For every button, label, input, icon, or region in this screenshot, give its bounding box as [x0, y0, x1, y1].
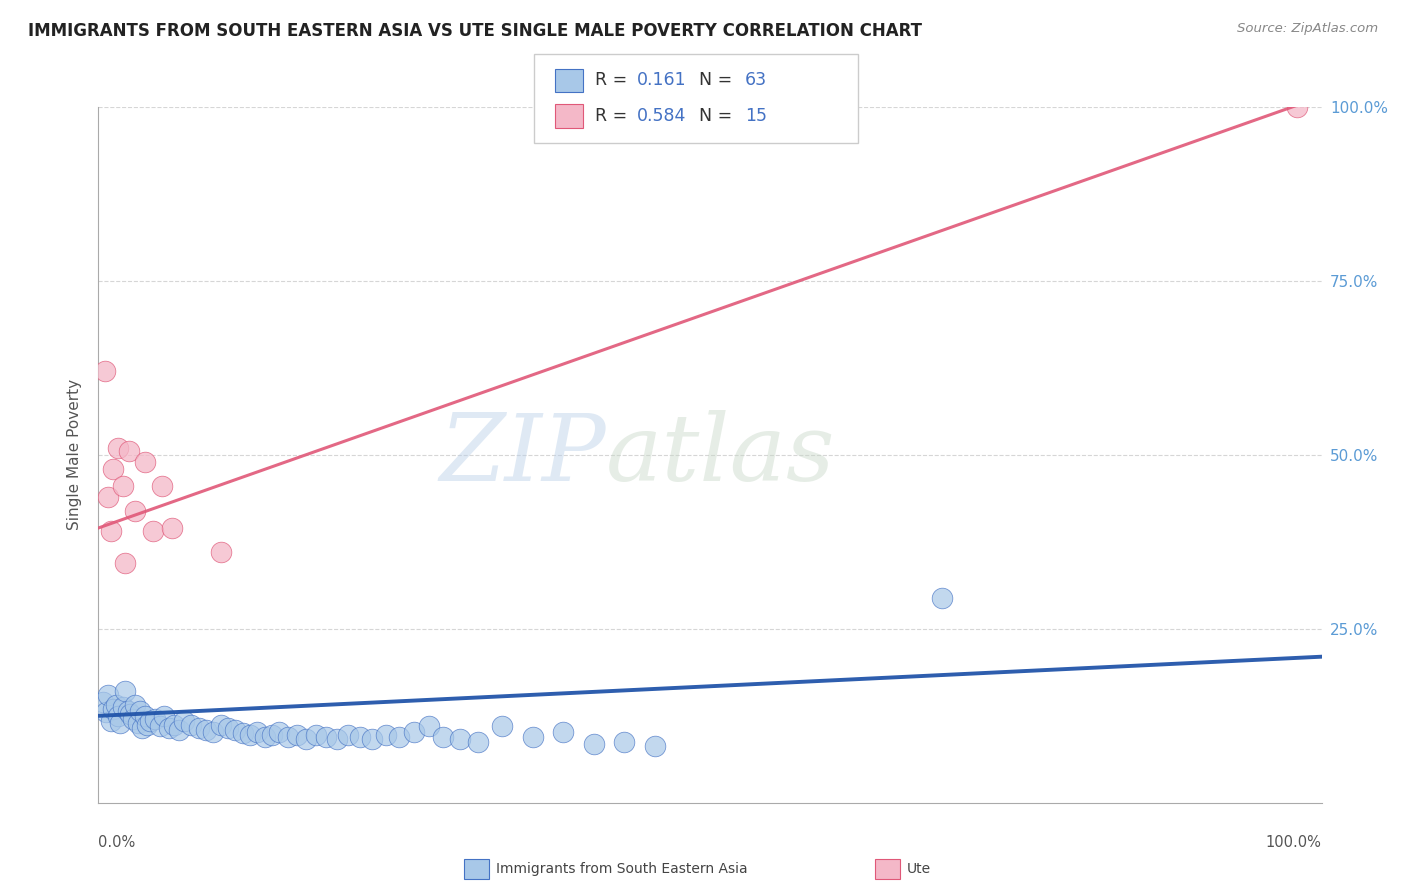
Text: N =: N =	[688, 107, 737, 125]
Point	[134, 455, 156, 469]
Point	[124, 698, 146, 713]
Point	[295, 731, 318, 746]
Point	[432, 730, 454, 744]
Point	[118, 444, 141, 458]
Point	[111, 479, 134, 493]
Point	[153, 708, 176, 723]
Point	[110, 715, 132, 730]
Point	[134, 708, 156, 723]
Text: 63: 63	[745, 71, 768, 89]
Point	[150, 479, 173, 493]
Text: 0.161: 0.161	[637, 71, 686, 89]
Point	[100, 714, 122, 728]
Point	[180, 718, 202, 732]
Point	[97, 490, 120, 504]
Text: atlas: atlas	[606, 410, 835, 500]
Point	[173, 714, 195, 728]
Point	[224, 723, 246, 737]
Point	[124, 503, 146, 517]
Point	[582, 737, 605, 751]
Point	[613, 734, 636, 748]
Point	[121, 712, 143, 726]
Text: 0.584: 0.584	[637, 107, 686, 125]
Point	[349, 730, 371, 744]
Point	[522, 730, 544, 744]
Point	[253, 730, 276, 744]
Point	[1286, 100, 1309, 114]
Point	[326, 731, 349, 746]
Point	[269, 724, 291, 739]
Point	[209, 718, 232, 732]
Point	[149, 719, 172, 733]
Text: N =: N =	[688, 71, 737, 89]
Text: ZIP: ZIP	[440, 410, 606, 500]
Point	[285, 728, 308, 742]
Point	[305, 728, 328, 742]
Point	[107, 708, 129, 723]
Text: IMMIGRANTS FROM SOUTH EASTERN ASIA VS UTE SINGLE MALE POVERTY CORRELATION CHART: IMMIGRANTS FROM SOUTH EASTERN ASIA VS UT…	[28, 22, 922, 40]
Point	[101, 462, 124, 476]
Point	[117, 704, 139, 718]
Point	[402, 724, 425, 739]
Point	[931, 591, 953, 605]
Point	[127, 715, 149, 730]
Point	[131, 721, 153, 735]
Point	[101, 702, 124, 716]
Point	[93, 364, 115, 378]
Point	[209, 545, 232, 559]
Point	[97, 688, 120, 702]
Point	[336, 728, 359, 742]
Point	[467, 734, 489, 748]
Point	[644, 739, 666, 753]
Text: 15: 15	[745, 107, 768, 125]
Point	[232, 726, 254, 740]
Point	[553, 724, 575, 739]
Point	[104, 698, 127, 713]
Point	[114, 684, 136, 698]
Text: Ute: Ute	[907, 862, 931, 876]
Point	[277, 730, 299, 744]
Point	[139, 714, 162, 728]
Y-axis label: Single Male Poverty: Single Male Poverty	[67, 379, 83, 531]
Point	[107, 441, 129, 455]
Point	[114, 556, 136, 570]
Text: R =: R =	[595, 71, 633, 89]
Point	[239, 728, 262, 742]
Point	[418, 719, 440, 733]
Point	[450, 731, 472, 746]
Point	[491, 719, 513, 733]
Point	[246, 724, 269, 739]
Point	[262, 728, 284, 742]
Point	[129, 704, 152, 718]
Point	[111, 699, 134, 714]
Point	[361, 731, 384, 746]
Point	[143, 712, 166, 726]
Text: Immigrants from South Eastern Asia: Immigrants from South Eastern Asia	[496, 862, 748, 876]
Point	[202, 724, 225, 739]
Point	[136, 718, 159, 732]
Point	[388, 730, 411, 744]
Point	[100, 524, 122, 539]
Point	[142, 524, 165, 539]
Point	[163, 718, 186, 732]
Text: 0.0%: 0.0%	[98, 836, 135, 850]
Point	[120, 706, 142, 721]
Point	[195, 723, 218, 737]
Point	[91, 695, 114, 709]
Text: R =: R =	[595, 107, 633, 125]
Point	[94, 706, 117, 720]
Text: 100.0%: 100.0%	[1265, 836, 1322, 850]
Point	[217, 721, 239, 735]
Point	[167, 723, 190, 737]
Point	[187, 721, 209, 735]
Point	[374, 728, 396, 742]
Point	[315, 730, 337, 744]
Point	[160, 521, 183, 535]
Text: Source: ZipAtlas.com: Source: ZipAtlas.com	[1237, 22, 1378, 36]
Point	[157, 721, 180, 735]
